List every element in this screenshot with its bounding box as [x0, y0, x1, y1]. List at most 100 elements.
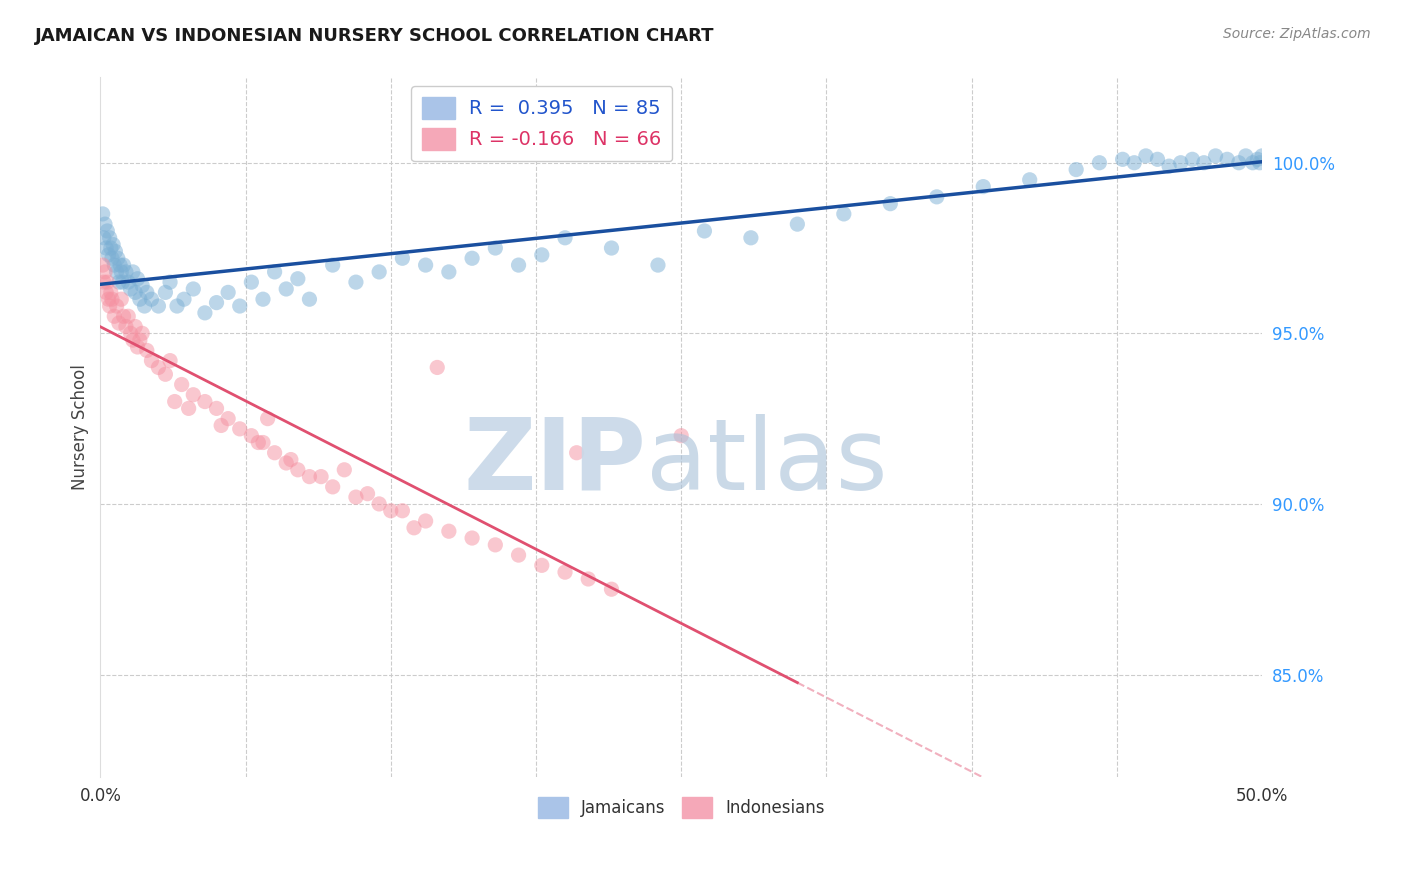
Point [94, 217, 117, 231]
Point [554, 565, 576, 579]
Point [141, 292, 163, 306]
Point [263, 446, 285, 460]
Point [120, 326, 142, 341]
Point [229, 422, 252, 436]
Point [135, 343, 157, 358]
Point [128, 292, 150, 306]
Point [1205, 149, 1227, 163]
Point [115, 265, 138, 279]
Point [530, 248, 553, 262]
Point [1018, 173, 1040, 187]
Point [1135, 149, 1157, 163]
Point [344, 275, 367, 289]
Point [309, 469, 332, 483]
Point [170, 377, 193, 392]
Point [786, 217, 808, 231]
Point [333, 463, 356, 477]
Point [101, 292, 124, 306]
Point [344, 490, 367, 504]
Point [356, 486, 378, 500]
Point [148, 299, 170, 313]
Point [415, 258, 437, 272]
Point [437, 265, 460, 279]
Point [600, 582, 623, 597]
Point [91, 207, 114, 221]
Point [1088, 155, 1111, 169]
Point [252, 435, 274, 450]
Point [402, 521, 425, 535]
Point [101, 237, 124, 252]
Point [740, 231, 762, 245]
Point [1064, 162, 1087, 177]
Point [120, 282, 142, 296]
Point [1227, 155, 1250, 169]
Point [103, 310, 125, 324]
Point [368, 265, 391, 279]
Point [96, 241, 118, 255]
Point [287, 463, 309, 477]
Point [91, 258, 114, 272]
Point [280, 452, 302, 467]
Point [105, 265, 128, 279]
Point [98, 231, 121, 245]
Point [124, 285, 146, 300]
Point [554, 231, 576, 245]
Point [380, 504, 402, 518]
Point [368, 497, 391, 511]
Point [166, 299, 188, 313]
Point [108, 258, 131, 272]
Point [508, 258, 530, 272]
Point [217, 285, 239, 300]
Point [155, 285, 177, 300]
Point [93, 275, 115, 289]
Point [287, 271, 309, 285]
Point [194, 394, 217, 409]
Point [530, 558, 553, 573]
Text: JAMAICAN VS INDONESIAN NURSERY SCHOOL CORRELATION CHART: JAMAICAN VS INDONESIAN NURSERY SCHOOL CO… [35, 27, 714, 45]
Point [276, 456, 298, 470]
Point [131, 326, 153, 341]
Point [194, 306, 217, 320]
Point [229, 299, 252, 313]
Point [391, 252, 413, 266]
Point [110, 292, 132, 306]
Point [1170, 155, 1192, 169]
Point [1241, 155, 1264, 169]
Point [1246, 153, 1268, 167]
Point [181, 388, 204, 402]
Point [1251, 149, 1274, 163]
Point [117, 310, 139, 324]
Point [96, 275, 118, 289]
Point [484, 241, 506, 255]
Point [108, 316, 131, 330]
Point [252, 292, 274, 306]
Point [131, 278, 153, 293]
Point [256, 411, 278, 425]
Point [127, 271, 149, 285]
Point [1234, 149, 1257, 163]
Point [1159, 159, 1181, 173]
Point [96, 285, 118, 300]
Point [1249, 155, 1271, 169]
Point [276, 282, 298, 296]
Point [600, 241, 623, 255]
Point [205, 295, 228, 310]
Point [117, 275, 139, 289]
Point [159, 353, 181, 368]
Point [1123, 155, 1146, 169]
Point [437, 524, 460, 539]
Point [669, 428, 692, 442]
Legend: Jamaicans, Indonesians: Jamaicans, Indonesians [531, 791, 831, 824]
Point [391, 504, 413, 518]
Point [159, 275, 181, 289]
Point [181, 282, 204, 296]
Point [576, 572, 599, 586]
Point [173, 292, 195, 306]
Point [163, 394, 186, 409]
Point [112, 310, 135, 324]
Point [94, 265, 117, 279]
Point [177, 401, 200, 416]
Text: atlas: atlas [647, 414, 889, 510]
Text: Source: ZipAtlas.com: Source: ZipAtlas.com [1223, 27, 1371, 41]
Point [263, 265, 285, 279]
